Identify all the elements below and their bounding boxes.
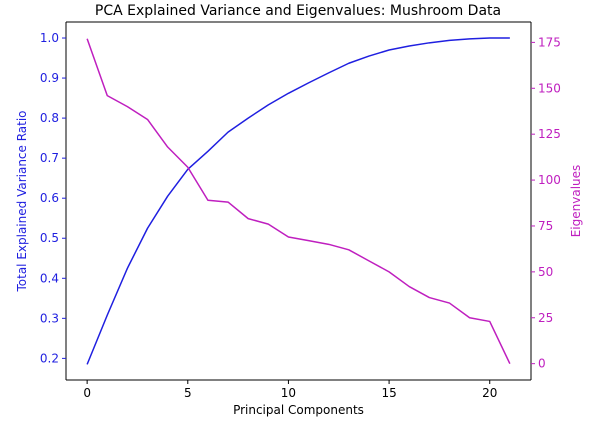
y-right-tick-label: 125 (538, 127, 561, 141)
y-left-tick-label: 0.6 (40, 191, 59, 205)
y-left-tick-label: 1.0 (40, 31, 59, 45)
x-tick-label: 0 (83, 386, 91, 400)
y-right-tick-label: 75 (538, 219, 553, 233)
y-left-axis-title: Total Explained Variance Ratio (15, 110, 29, 292)
series-line-variance (86, 37, 510, 365)
y-right-tick-label: 50 (538, 265, 553, 279)
y-left-tick-label: 0.8 (40, 111, 59, 125)
y-right-tick-label: 150 (538, 81, 561, 95)
x-axis-title: Principal Components (233, 403, 364, 417)
y-right-axis-title: Eigenvalues (569, 165, 583, 238)
series-line-eigenvalues (86, 38, 511, 364)
x-tick-label: 20 (482, 386, 497, 400)
x-tick-label: 15 (381, 386, 396, 400)
y-right-tick-label: 175 (538, 35, 561, 49)
y-left-tick-label: 0.9 (40, 71, 59, 85)
x-tick-label: 10 (281, 386, 296, 400)
y-right-tick-label: 0 (538, 357, 546, 371)
plot-area: 0 5 10 15 20 0.2 0.3 0.4 0.5 0.6 0.7 0.8 0.9 1.0 0 25 50… (15, 21, 583, 417)
y-left-tick-label: 0.5 (40, 231, 59, 245)
y-left-tick-label: 0.4 (40, 271, 59, 285)
x-tick-label: 5 (184, 386, 192, 400)
y-left-tick-label: 0.2 (40, 351, 59, 365)
y-right-tick-label: 25 (538, 311, 553, 325)
y-left-tick-label: 0.7 (40, 151, 59, 165)
y-right-tick-label: 100 (538, 173, 561, 187)
chart-title: PCA Explained Variance and Eigenvalues: … (95, 3, 501, 19)
y-left-tick-label: 0.3 (40, 311, 59, 325)
